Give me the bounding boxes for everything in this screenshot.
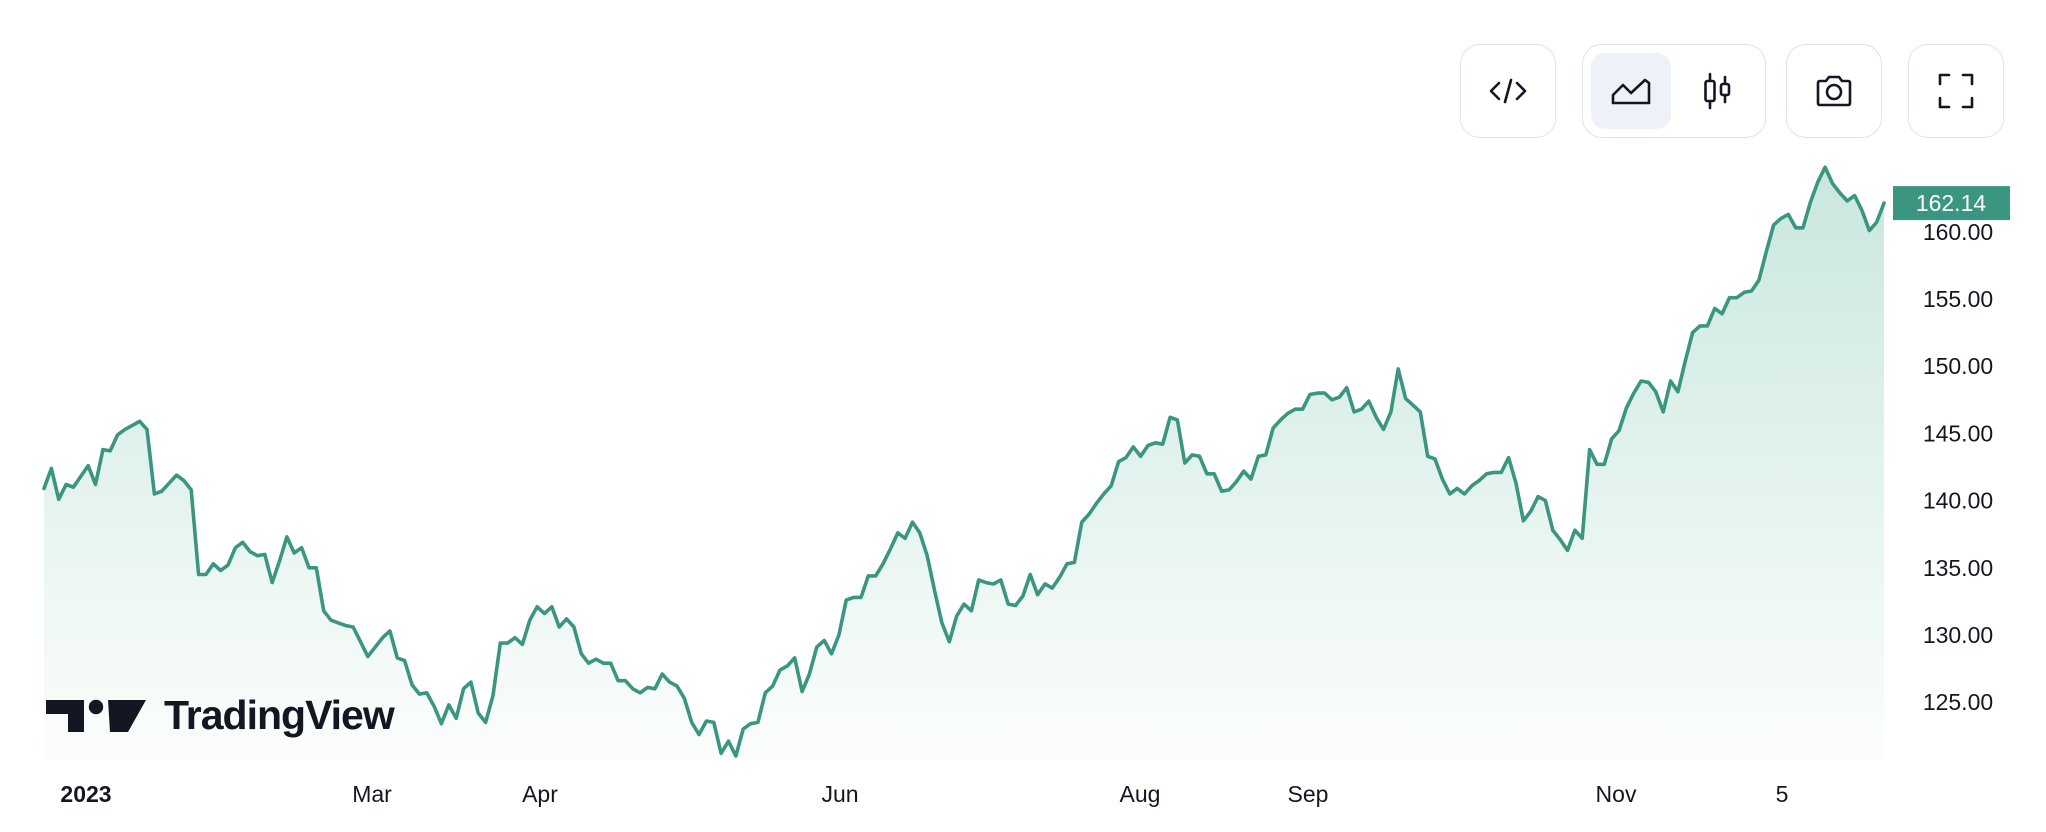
x-tick-label: Sep: [1288, 781, 1329, 807]
y-tick-label: 125.00: [1923, 689, 1993, 715]
code-icon: [1489, 78, 1527, 104]
candlestick-chart-toggle[interactable]: [1677, 53, 1757, 129]
x-tick-label: Jun: [821, 781, 858, 807]
area-chart-toggle[interactable]: [1591, 53, 1671, 129]
y-tick-label: 130.00: [1923, 622, 1993, 648]
logo-text: TradingView: [164, 692, 395, 738]
area-fill: [44, 167, 1884, 761]
y-tick-label: 160.00: [1923, 219, 1993, 245]
x-tick-label: Aug: [1120, 781, 1161, 807]
x-tick-label: Apr: [522, 781, 558, 807]
x-tick-label: 2023: [60, 781, 111, 807]
x-tick-label: 5: [1776, 781, 1789, 807]
fullscreen-icon: [1938, 73, 1974, 109]
candlestick-icon: [1704, 72, 1731, 110]
y-tick-label: 150.00: [1923, 353, 1993, 379]
fullscreen-button[interactable]: [1908, 44, 2004, 138]
y-tick-label: 155.00: [1923, 286, 1993, 312]
camera-icon: [1816, 75, 1852, 107]
screenshot-button[interactable]: [1786, 44, 1882, 138]
last-price-label: 162.14: [1916, 190, 1987, 216]
price-line: [42, 165, 1886, 758]
y-tick-label: 135.00: [1923, 555, 1993, 581]
price-axis: 160.00 155.00 150.00 145.00 140.00 135.00 130.…: [1923, 219, 1993, 715]
tradingview-logo-icon: [46, 699, 146, 732]
y-tick-label: 145.00: [1923, 420, 1993, 446]
last-price-badge: 162.14: [1893, 186, 2010, 221]
x-tick-label: Mar: [352, 781, 392, 807]
y-tick-label: 140.00: [1923, 488, 1993, 514]
tradingview-logo[interactable]: TradingView: [46, 692, 395, 739]
area-chart-icon: [1611, 78, 1651, 105]
x-tick-label: Nov: [1596, 781, 1637, 807]
embed-code-button[interactable]: [1460, 44, 1556, 138]
chart-type-toggle: [1582, 44, 1766, 138]
time-axis: 2023 Mar Apr Jun Aug Sep Nov 5: [60, 781, 1788, 807]
